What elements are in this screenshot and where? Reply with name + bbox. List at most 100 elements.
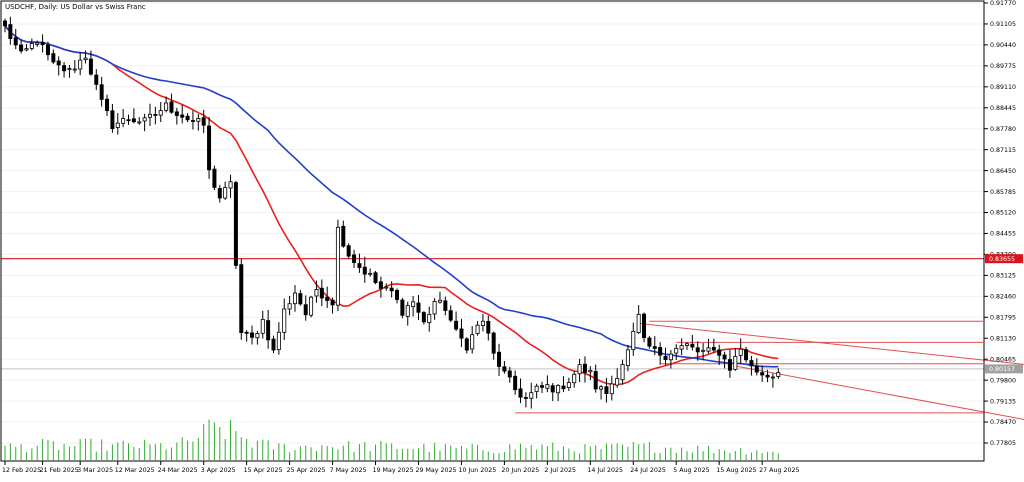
candle-body: [427, 313, 432, 324]
candle: [486, 315, 491, 341]
candle: [475, 321, 480, 336]
candle: [609, 375, 614, 401]
candle: [593, 364, 598, 393]
candle-body: [556, 385, 561, 394]
y-tick-label: 0.91770: [990, 0, 1016, 7]
candle: [599, 385, 604, 400]
candle-body: [250, 332, 255, 338]
candle: [276, 322, 281, 355]
candle-body: [749, 360, 754, 367]
candle: [228, 174, 233, 198]
candle: [668, 349, 673, 369]
candle-body: [437, 299, 442, 303]
candle: [459, 318, 464, 348]
candle-body: [56, 60, 61, 66]
candle-body: [24, 48, 29, 51]
candle-body: [572, 373, 577, 384]
x-tick-label: 3 Mar 2025: [77, 467, 113, 474]
y-tick-label: 0.77805: [990, 440, 1016, 447]
candle: [652, 336, 657, 356]
y-tick-label: 0.78470: [990, 419, 1016, 426]
candle-body: [362, 266, 367, 275]
candle: [78, 51, 83, 76]
candle: [502, 361, 507, 374]
candle: [158, 101, 163, 123]
candle-body: [513, 375, 518, 391]
candle-body: [239, 264, 244, 333]
candle: [362, 256, 367, 283]
candle-body: [233, 182, 238, 266]
y-tick-label: 0.81130: [990, 335, 1016, 342]
candle-body: [599, 386, 604, 390]
candle-body: [67, 68, 72, 71]
candle: [62, 61, 67, 78]
candle: [427, 306, 432, 332]
candle: [679, 338, 684, 356]
candle: [105, 94, 110, 117]
candle-body: [738, 348, 743, 356]
candle-body: [411, 301, 416, 307]
candle-body: [636, 313, 641, 334]
candle: [115, 113, 120, 135]
candle-body: [421, 312, 426, 323]
candle-body: [760, 372, 765, 376]
candle-body: [722, 354, 727, 360]
candle-body: [190, 120, 195, 122]
candle: [717, 344, 722, 365]
y-tick-label: 0.89775: [990, 63, 1016, 70]
candle: [738, 338, 743, 364]
candle: [223, 181, 228, 200]
candle: [405, 301, 410, 326]
y-tick-label: 0.83125: [990, 273, 1016, 280]
candle: [582, 356, 587, 383]
candle-body: [352, 254, 357, 263]
candle-body: [346, 245, 351, 257]
candle: [454, 311, 459, 332]
candle-body: [497, 351, 502, 367]
candle: [389, 281, 394, 298]
candle-body: [217, 188, 222, 199]
candle-body: [540, 385, 545, 388]
candle-body: [609, 383, 614, 395]
candle-body: [604, 386, 609, 395]
candle: [765, 369, 770, 383]
candle-body: [577, 364, 582, 375]
candle-body: [470, 334, 475, 350]
candle: [266, 309, 271, 349]
candle-body: [459, 328, 464, 339]
y-tick-label: 0.85120: [990, 210, 1016, 217]
horizontal-level-tag: [985, 364, 1023, 374]
candlestick-layer: [3, 16, 781, 409]
candle: [346, 243, 351, 259]
candle-body: [684, 343, 689, 346]
candle-body: [137, 121, 142, 124]
candle: [298, 289, 303, 306]
candle: [636, 305, 641, 335]
candle: [147, 103, 152, 126]
candle-body: [502, 366, 507, 372]
horizontal-level-tag: [985, 254, 1023, 264]
x-tick-label: 19 May 2025: [373, 467, 414, 474]
candle: [137, 117, 142, 125]
candle: [384, 283, 389, 291]
candle: [142, 113, 147, 132]
candle: [24, 44, 29, 52]
candle-body: [212, 168, 217, 188]
candle-body: [523, 397, 528, 399]
candle-body: [325, 296, 330, 301]
y-tick-label: 0.79800: [990, 377, 1016, 384]
candle-body: [158, 110, 163, 116]
candle: [749, 355, 754, 376]
candle: [212, 165, 217, 191]
candle: [260, 310, 265, 339]
candle-body: [51, 53, 56, 63]
candle: [550, 383, 555, 402]
candle-body: [276, 331, 281, 350]
y-tick-label: 0.86450: [990, 168, 1016, 175]
candle-body: [754, 365, 759, 373]
candle-body: [105, 98, 110, 112]
candle-body: [314, 289, 319, 297]
